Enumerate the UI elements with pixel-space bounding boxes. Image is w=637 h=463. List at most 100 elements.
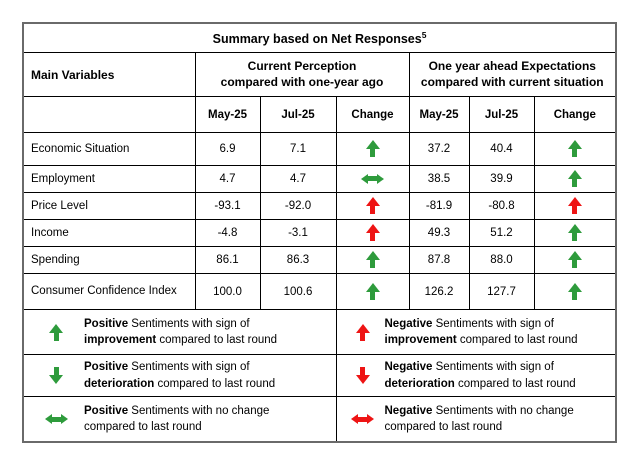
- expectations-header: One year ahead Expectations compared wit…: [408, 52, 617, 97]
- value-cell: 40.4: [468, 132, 535, 166]
- down-arrow-icon: [49, 367, 63, 384]
- table-row: Main Variables Current Perception compar…: [22, 52, 617, 97]
- down-arrow-icon: [356, 367, 370, 384]
- value-cell: 7.1: [259, 132, 337, 166]
- value-cell: -93.1: [194, 192, 261, 220]
- value-cell: 4.7: [194, 165, 261, 193]
- column-header-may25-exp: May-25: [408, 96, 470, 133]
- legend-text-rest: compared to last round: [384, 421, 503, 433]
- change-arrow-icon: [366, 224, 380, 242]
- net-responses-summary-table: Summary based on Net Responses5 Main Var…: [22, 22, 618, 443]
- value-cell: 4.7: [259, 165, 337, 193]
- variable-name: Income: [22, 219, 196, 247]
- variable-name: Consumer Confidence Index: [22, 273, 196, 310]
- legend-arrow-box: [28, 367, 84, 384]
- legend-text-rest: compared to last round: [154, 377, 276, 390]
- variable-name: Price Level: [22, 192, 196, 220]
- main-variables-header: Main Variables: [22, 52, 196, 97]
- legend-text: Positive Sentiments with no change compa…: [84, 403, 269, 435]
- change-arrow-icon: [568, 170, 582, 188]
- change-cell: [335, 132, 410, 166]
- value-cell: 88.0: [468, 246, 535, 274]
- table-row: Consumer Confidence Index 100.0 100.6 12…: [22, 273, 617, 310]
- legend-negative-improvement: Negative Sentiments with sign of improve…: [335, 309, 617, 355]
- legend-bold-word: improvement: [84, 334, 157, 346]
- legend-text: Positive Sentiments with sign of deterio…: [84, 359, 275, 391]
- table-row: Positive Sentiments with no change compa…: [22, 396, 617, 443]
- change-cell: [533, 165, 617, 193]
- left-right-arrow-icon: [351, 414, 374, 424]
- change-cell: [335, 192, 410, 220]
- legend-arrow-box: [28, 414, 84, 424]
- legend-text: Negative Sentiments with sign of deterio…: [385, 359, 576, 391]
- table-row: Spending 86.1 86.3 87.8 88.0: [22, 246, 617, 274]
- change-arrow-icon: [366, 251, 380, 269]
- up-arrow-icon: [49, 324, 63, 341]
- legend-text-rest: Sentiments with sign of: [432, 317, 554, 330]
- change-cell: [533, 192, 617, 220]
- column-header-jul25-exp: Jul-25: [468, 96, 535, 133]
- current-perception-line2: compared with one-year ago: [220, 74, 384, 89]
- table-row: Economic Situation 6.9 7.1 37.2 40.4: [22, 132, 617, 166]
- column-header-change-cp: Change: [335, 96, 410, 133]
- value-cell: 86.1: [194, 246, 261, 274]
- change-arrow-icon: [568, 224, 582, 242]
- table-title: Summary based on Net Responses5: [22, 22, 617, 53]
- change-arrow-icon: [366, 197, 380, 215]
- change-arrow-icon: [568, 251, 582, 269]
- value-cell: 38.5: [408, 165, 470, 193]
- empty-cell: [22, 96, 196, 133]
- value-cell: -3.1: [259, 219, 337, 247]
- legend-text-rest: Sentiments with no change: [128, 404, 270, 417]
- variable-name: Employment: [22, 165, 196, 193]
- legend-negative-no-change: Negative Sentiments with no change compa…: [335, 396, 617, 443]
- legend-text: Negative Sentiments with no change compa…: [385, 403, 574, 435]
- title-footnote-marker: 5: [421, 29, 427, 40]
- change-arrow-icon: [568, 197, 582, 215]
- legend-positive-no-change: Positive Sentiments with no change compa…: [22, 396, 337, 443]
- left-right-arrow-icon: [45, 414, 68, 424]
- change-arrow-icon: [366, 283, 380, 300]
- variable-name: Spending: [22, 246, 196, 274]
- change-cell: [335, 219, 410, 247]
- table-title-text: Summary based on Net Responses: [212, 32, 422, 47]
- legend-bold-word: Positive: [84, 404, 129, 417]
- legend-bold-word: improvement: [384, 334, 457, 346]
- change-cell: [335, 165, 410, 193]
- value-cell: 49.3: [408, 219, 470, 247]
- table-row: Price Level -93.1 -92.0 -81.9 -80.8: [22, 192, 617, 220]
- change-arrow-icon: [361, 174, 384, 184]
- variable-name: Economic Situation: [22, 132, 196, 166]
- legend-positive-deterioration: Positive Sentiments with sign of deterio…: [22, 354, 337, 397]
- expectations-line2: compared with current situation: [420, 74, 604, 89]
- legend-bold-word: Negative: [384, 317, 433, 330]
- value-cell: 6.9: [194, 132, 261, 166]
- table-row: May-25 Jul-25 Change May-25 Jul-25 Chang…: [22, 96, 617, 133]
- legend-bold-word: Positive: [84, 317, 129, 330]
- legend-text-rest: compared to last round: [454, 377, 576, 390]
- change-cell: [533, 132, 617, 166]
- legend-arrow-box: [341, 367, 385, 384]
- current-perception-header: Current Perception compared with one-yea…: [194, 52, 410, 97]
- legend-text-rest: Sentiments with sign of: [432, 361, 554, 374]
- legend-bold-word: deterioration: [84, 377, 155, 390]
- table-row: Positive Sentiments with sign of deterio…: [22, 354, 617, 397]
- legend-bold-word: Negative: [384, 361, 433, 374]
- legend-arrow-box: [28, 324, 84, 341]
- table-row: Employment 4.7 4.7 38.5 39.9: [22, 165, 617, 193]
- value-cell: 127.7: [468, 273, 535, 310]
- legend-text-rest: compared to last round: [456, 334, 578, 346]
- legend-text-rest: compared to last round: [156, 334, 278, 346]
- value-cell: 37.2: [408, 132, 470, 166]
- legend-positive-improvement: Positive Sentiments with sign of improve…: [22, 309, 337, 355]
- value-cell: 126.2: [408, 273, 470, 310]
- change-cell: [533, 246, 617, 274]
- value-cell: -92.0: [259, 192, 337, 220]
- legend-bold-word: Positive: [84, 361, 129, 374]
- value-cell: -4.8: [194, 219, 261, 247]
- current-perception-line1: Current Perception: [247, 58, 357, 73]
- value-cell: 100.0: [194, 273, 261, 310]
- expectations-line1: One year ahead Expectations: [428, 58, 596, 73]
- legend-negative-deterioration: Negative Sentiments with sign of deterio…: [335, 354, 617, 397]
- table-row: Positive Sentiments with sign of improve…: [22, 309, 617, 355]
